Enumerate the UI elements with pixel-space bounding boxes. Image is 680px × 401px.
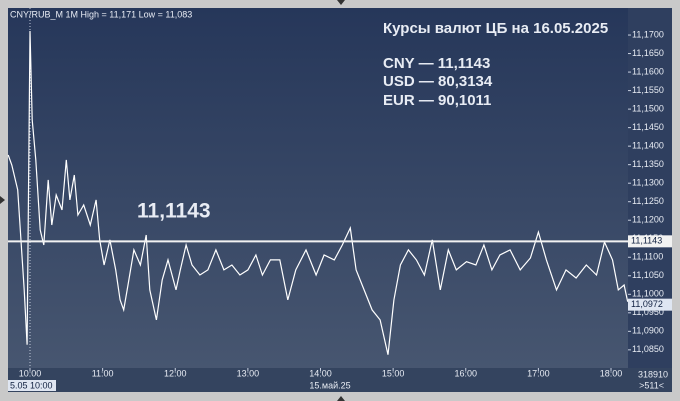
scroll-label: >511< bbox=[639, 380, 664, 390]
annotation: CNY — 11,1143 bbox=[383, 55, 490, 72]
annotation: Курсы валют ЦБ на 16.05.2025 bbox=[383, 20, 608, 37]
y-tick-label: 11,0850 bbox=[632, 344, 664, 354]
x-tick-label: 11:00 bbox=[92, 368, 114, 378]
x-tick-label: 14:00 bbox=[309, 368, 332, 378]
x-tick-label: 17:00 bbox=[527, 368, 550, 378]
cursor-label: 5.05 10:00 bbox=[10, 380, 53, 390]
annotation: USD — 80,3134 bbox=[383, 73, 493, 90]
price-line bbox=[7, 30, 629, 355]
y-tick-label: 11,1050 bbox=[632, 270, 664, 280]
volume-label: 318910 bbox=[638, 369, 668, 379]
y-tick-label: 11,0950 bbox=[632, 307, 664, 317]
y-tick-label: 11,1200 bbox=[632, 215, 664, 225]
x-tick-label: 13:00 bbox=[237, 368, 260, 378]
last-price-tag bbox=[628, 298, 672, 311]
x-tick-label: 15:00 bbox=[382, 368, 405, 378]
reference-tag-label: 11,1143 bbox=[631, 236, 662, 246]
last-price-label: 11,0972 bbox=[631, 299, 663, 309]
y-tick-label: 11,1650 bbox=[632, 48, 664, 58]
plot-area bbox=[8, 8, 628, 368]
y-tick-label: 11,1000 bbox=[632, 289, 664, 299]
y-tick-label: 11,1350 bbox=[632, 159, 664, 169]
x-tick-label: 10:00 bbox=[19, 368, 42, 378]
y-tick-label: 11,0900 bbox=[632, 326, 664, 336]
y-tick-label: 11,1450 bbox=[632, 122, 664, 132]
cursor-box bbox=[8, 380, 56, 391]
scroll-arrow bbox=[337, 396, 345, 401]
y-tick-label: 11,1300 bbox=[632, 178, 664, 188]
y-tick-label: 11,1600 bbox=[632, 66, 664, 76]
chart-title: CNY/RUB_M 1M High = 11,171 Low = 11,083 bbox=[10, 9, 192, 19]
scroll-arrow bbox=[0, 196, 5, 204]
reference-label: 11,1143 bbox=[137, 200, 211, 223]
x-tick-label: 16:00 bbox=[454, 368, 477, 378]
reference-tag bbox=[628, 235, 672, 248]
x-tick-label: 12:00 bbox=[164, 368, 187, 378]
y-tick-label: 11,1500 bbox=[632, 103, 664, 113]
date-label: 15.май.25 bbox=[309, 380, 350, 390]
scroll-arrow bbox=[337, 0, 345, 5]
time-axis bbox=[8, 368, 672, 392]
y-tick-label: 11,1400 bbox=[632, 141, 664, 151]
x-tick-label: 18:00 bbox=[600, 368, 623, 378]
y-tick-label: 11,1550 bbox=[632, 85, 664, 95]
y-tick-label: 11,1700 bbox=[632, 29, 664, 39]
y-tick-label: 11,1100 bbox=[632, 252, 663, 262]
y-tick-label: 11,1250 bbox=[632, 196, 664, 206]
annotation: EUR — 90,1011 bbox=[383, 92, 491, 109]
